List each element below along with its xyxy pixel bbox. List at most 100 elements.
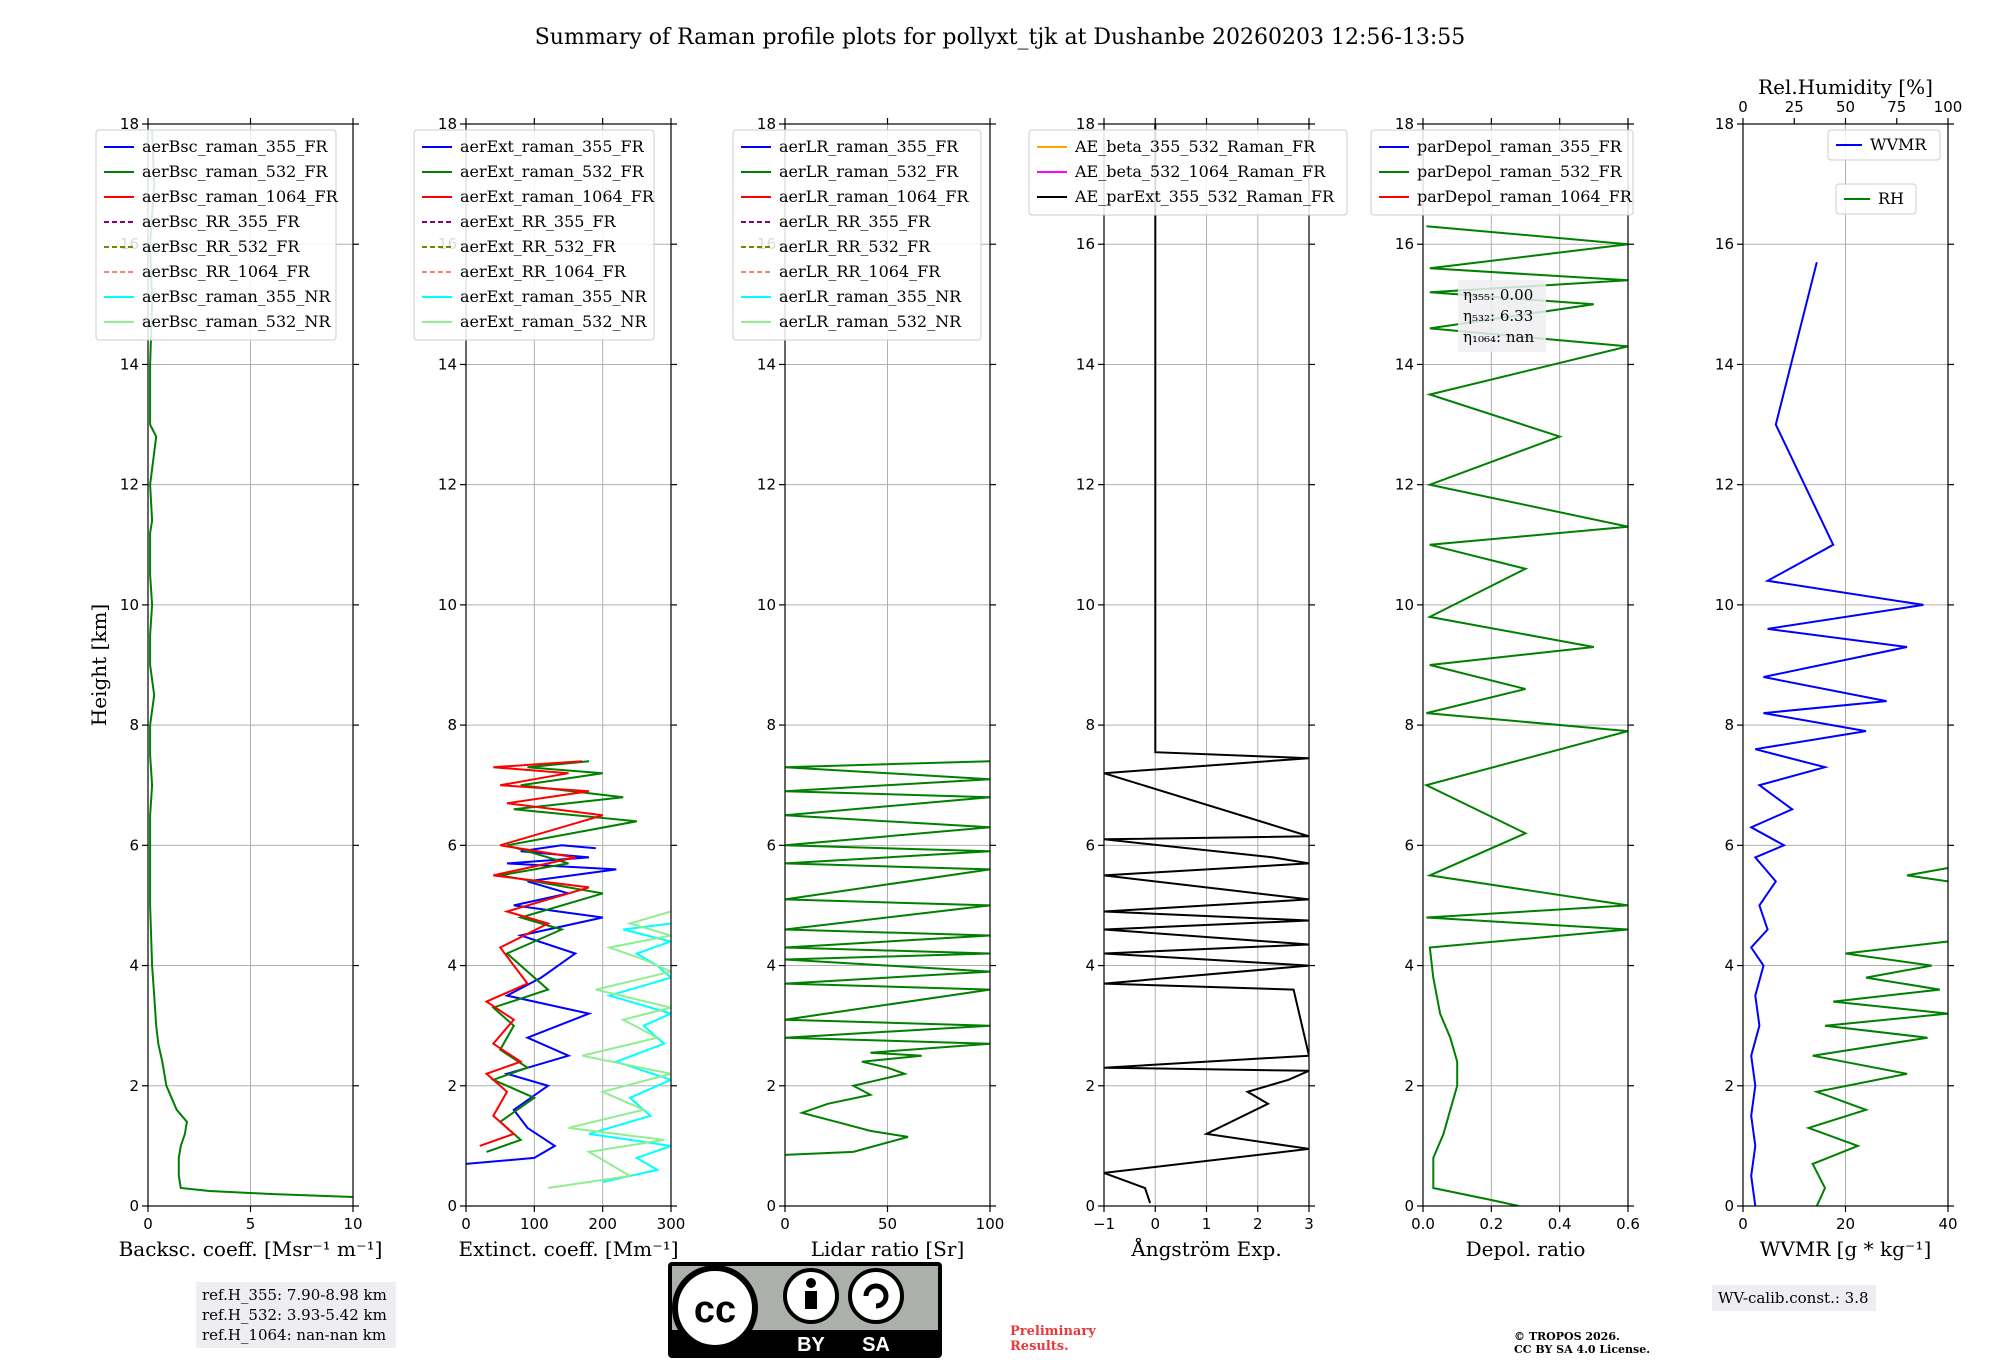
legend-label: aerExt_raman_1064_FR [460, 187, 655, 206]
x-tick-label: 40 [1938, 1215, 1957, 1233]
x-axis-label: Extinct. coeff. [Mm⁻¹] [458, 1237, 678, 1261]
panel-ext: 0246810121416180100200300Extinct. coeff.… [413, 115, 686, 1261]
x-tick-label: 0.2 [1479, 1215, 1503, 1233]
cc-icon: cc [694, 1289, 736, 1331]
x-tick-label: 0.0 [1411, 1215, 1435, 1233]
x-tick-label: 2 [1253, 1215, 1263, 1233]
eta-line: η₅₃₂: 6.33 [1463, 307, 1533, 325]
legend-box [95, 129, 337, 341]
legend-box [1370, 129, 1634, 216]
ref-height-532: ref.H_532: 3.93-5.42 km [202, 1306, 387, 1324]
y-tick-label: 2 [129, 1077, 139, 1095]
legend-label: AE_parExt_355_532_Raman_FR [1074, 187, 1335, 206]
x-tick-label: −1 [1093, 1215, 1115, 1233]
y-tick-label: 18 [1076, 115, 1095, 133]
series-group [785, 760, 990, 1156]
legend: parDepol_raman_355_FR parDepol_raman_532_… [1370, 129, 1634, 216]
series-group [466, 760, 671, 1189]
y-tick-label: 6 [766, 836, 776, 854]
series-aerExt_raman_355_FR [466, 844, 617, 1165]
legend-label: aerLR_raman_532_NR [779, 312, 962, 331]
legend-box [1028, 129, 1348, 216]
ref-height-355: ref.H_355: 7.90-8.98 km [202, 1286, 387, 1304]
legend-label: aerExt_RR_355_FR [460, 212, 617, 231]
y-tick-label: 14 [120, 355, 139, 373]
plot-frame [465, 123, 672, 1207]
copyright-line1: © TROPOS 2026. [1514, 1330, 1620, 1343]
preliminary-line1: Preliminary [1010, 1324, 1096, 1339]
y-tick-label: 10 [757, 596, 776, 614]
x2-tick-label: 75 [1887, 98, 1906, 116]
legend-label: aerExt_raman_532_NR [460, 312, 648, 331]
y-tick-label: 8 [1404, 716, 1414, 734]
sa-label: SA [862, 1334, 890, 1356]
figure-title: Summary of Raman profile plots for polly… [535, 25, 1466, 50]
legend-label: AE_beta_355_532_Raman_FR [1074, 137, 1316, 156]
y-tick-label: 14 [1076, 355, 1095, 373]
panel-lr: 024681012141618050100Lidar ratio [Sr]aer… [732, 115, 1005, 1261]
x2-tick-label: 0 [1738, 98, 1748, 116]
y-tick-label: 2 [1085, 1077, 1095, 1095]
x2-axis-label: Rel.Humidity [%] [1758, 75, 1933, 99]
y-tick-label: 14 [438, 355, 457, 373]
y-tick-label: 16 [1395, 235, 1414, 253]
panel-bsc: 0246810121416180510Backsc. coeff. [Msr⁻¹… [95, 115, 382, 1261]
y-tick-label: 0 [447, 1197, 457, 1215]
ref-height-box: ref.H_355: 7.90-8.98 km ref.H_532: 3.93-… [196, 1282, 396, 1348]
y-tick-label: 12 [757, 476, 776, 494]
legend-label: aerLR_RR_532_FR [779, 237, 931, 256]
legend-box [413, 129, 655, 341]
x2-tick-label: 25 [1785, 98, 1804, 116]
series-RH [1805, 866, 1948, 1206]
legend-label: AE_beta_532_1064_Raman_FR [1074, 162, 1326, 181]
legend-label: aerBsc_RR_532_FR [142, 237, 300, 256]
x-tick-label: 300 [657, 1215, 686, 1233]
legend: aerLR_raman_355_FR aerLR_raman_532_FR aerL… [732, 129, 982, 341]
y-tick-label: 10 [120, 596, 139, 614]
y-tick-label: 14 [1715, 355, 1734, 373]
legend-label: aerBsc_raman_355_NR [142, 287, 331, 306]
y-tick-label: 0 [129, 1197, 139, 1215]
legend-label: aerBsc_raman_532_NR [142, 312, 331, 331]
legend-label: aerExt_raman_355_FR [460, 137, 645, 156]
panel-depol: 0 2 4 6 8 10 12 14 16 18 0.0 0.2 0.4 0.6 Depol. ratio p… [1370, 115, 1640, 1261]
x-tick-label: 10 [343, 1215, 362, 1233]
legend-box [732, 129, 982, 341]
y-tick-label: 4 [766, 957, 776, 975]
legend-label: parDepol_raman_355_FR [1417, 137, 1623, 156]
series-group [149, 129, 353, 1198]
x-tick-label: 100 [976, 1215, 1005, 1233]
x-tick-label: 0 [780, 1215, 790, 1233]
series-aerExt_raman_532_FR [486, 760, 637, 1153]
y-tick-label: 6 [129, 836, 139, 854]
legend-label: aerLR_RR_355_FR [779, 212, 931, 231]
series-AE_parExt_355_532_Raman_FR [1104, 124, 1309, 1204]
x-tick-label: 0 [461, 1215, 471, 1233]
legend-label: aerLR_raman_1064_FR [779, 187, 969, 206]
eta-line: η₃₅₅: 0.00 [1463, 286, 1533, 304]
x-axis-label: Depol. ratio [1466, 1237, 1586, 1261]
legend-label: aerExt_RR_1064_FR [460, 262, 627, 281]
wv-calib-box: WV-calib.const.: 3.8 [1712, 1285, 1876, 1311]
y-tick-label: 12 [1715, 476, 1734, 494]
y-tick-label: 0 [1404, 1197, 1414, 1215]
panels: 0246810121416180510Backsc. coeff. [Msr⁻¹… [87, 75, 1962, 1261]
y-tick-label: 10 [1395, 596, 1414, 614]
y-tick-label: 16 [1076, 235, 1095, 253]
legend-label: WVMR [1870, 135, 1927, 154]
legend-label: aerBsc_raman_355_FR [142, 137, 328, 156]
y-tick-label: 14 [1395, 355, 1414, 373]
legend-label: parDepol_raman_1064_FR [1417, 187, 1633, 206]
preliminary-line2: Results. [1010, 1339, 1069, 1354]
series-aerLR_raman_532_FR [785, 760, 990, 1156]
y-tick-label: 2 [766, 1077, 776, 1095]
person-icon [806, 1278, 816, 1288]
x-tick-label: 3 [1304, 1215, 1314, 1233]
series-aerExt_raman_1064_FR [479, 760, 603, 1147]
y-tick-label: 16 [1715, 235, 1734, 253]
cc-by-sa-logo: cc BY SA [668, 1262, 942, 1358]
legend-label: aerLR_raman_355_NR [779, 287, 962, 306]
legend-label: parDepol_raman_532_FR [1417, 162, 1623, 181]
